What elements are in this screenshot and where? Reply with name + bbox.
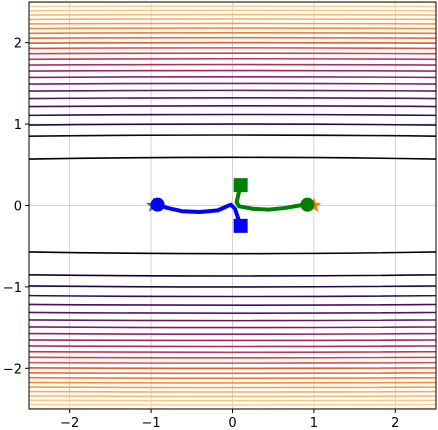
x-tick-label: −2 (60, 416, 79, 430)
contour-line (29, 9, 436, 402)
contour-line (29, 89, 436, 322)
contour-line (29, 27, 436, 384)
x-tick-label: 0 (228, 416, 236, 430)
contour-line (29, 63, 436, 348)
end-square-marker (233, 218, 248, 233)
trajectories (145, 178, 322, 233)
y-tick-label: −2 (3, 362, 22, 377)
y-tick-label: 2 (14, 37, 22, 52)
contour-line (29, 18, 436, 393)
contour-line (29, 156, 436, 255)
trajectory-line (234, 183, 310, 212)
ticks: −2 −1 0 1 2 −2 −1 0 1 2 (3, 37, 400, 430)
contour-line (29, 32, 436, 379)
y-tick-label: −1 (3, 281, 22, 296)
contour-line (29, 57, 436, 354)
start-circle-marker (300, 197, 315, 212)
x-tick-label: −1 (142, 416, 161, 430)
contour-line (29, 113, 436, 298)
contour-line (29, 105, 436, 306)
contour-line (29, 123, 436, 288)
contour-line (29, 134, 436, 277)
contour-line (29, 36, 436, 375)
contour-line (29, 5, 436, 406)
trajectory-line (155, 202, 243, 228)
end-square-marker (233, 178, 248, 193)
contour-line (29, 97, 436, 314)
x-tick-label: 1 (310, 416, 318, 430)
contour-line (29, 22, 436, 389)
contour-line (29, 69, 436, 342)
y-tick-label: 0 (14, 200, 22, 215)
y-tick-label: 1 (14, 118, 22, 133)
x-tick-label: 2 (391, 416, 399, 430)
contour-line (29, 52, 436, 359)
contour-line (29, 47, 436, 364)
contour-line (29, 13, 436, 398)
contour-line (29, 82, 436, 329)
contour-line (29, 41, 436, 370)
contour-lines (29, 2, 436, 409)
start-circle-marker (150, 197, 165, 212)
contour-line (29, 76, 436, 335)
